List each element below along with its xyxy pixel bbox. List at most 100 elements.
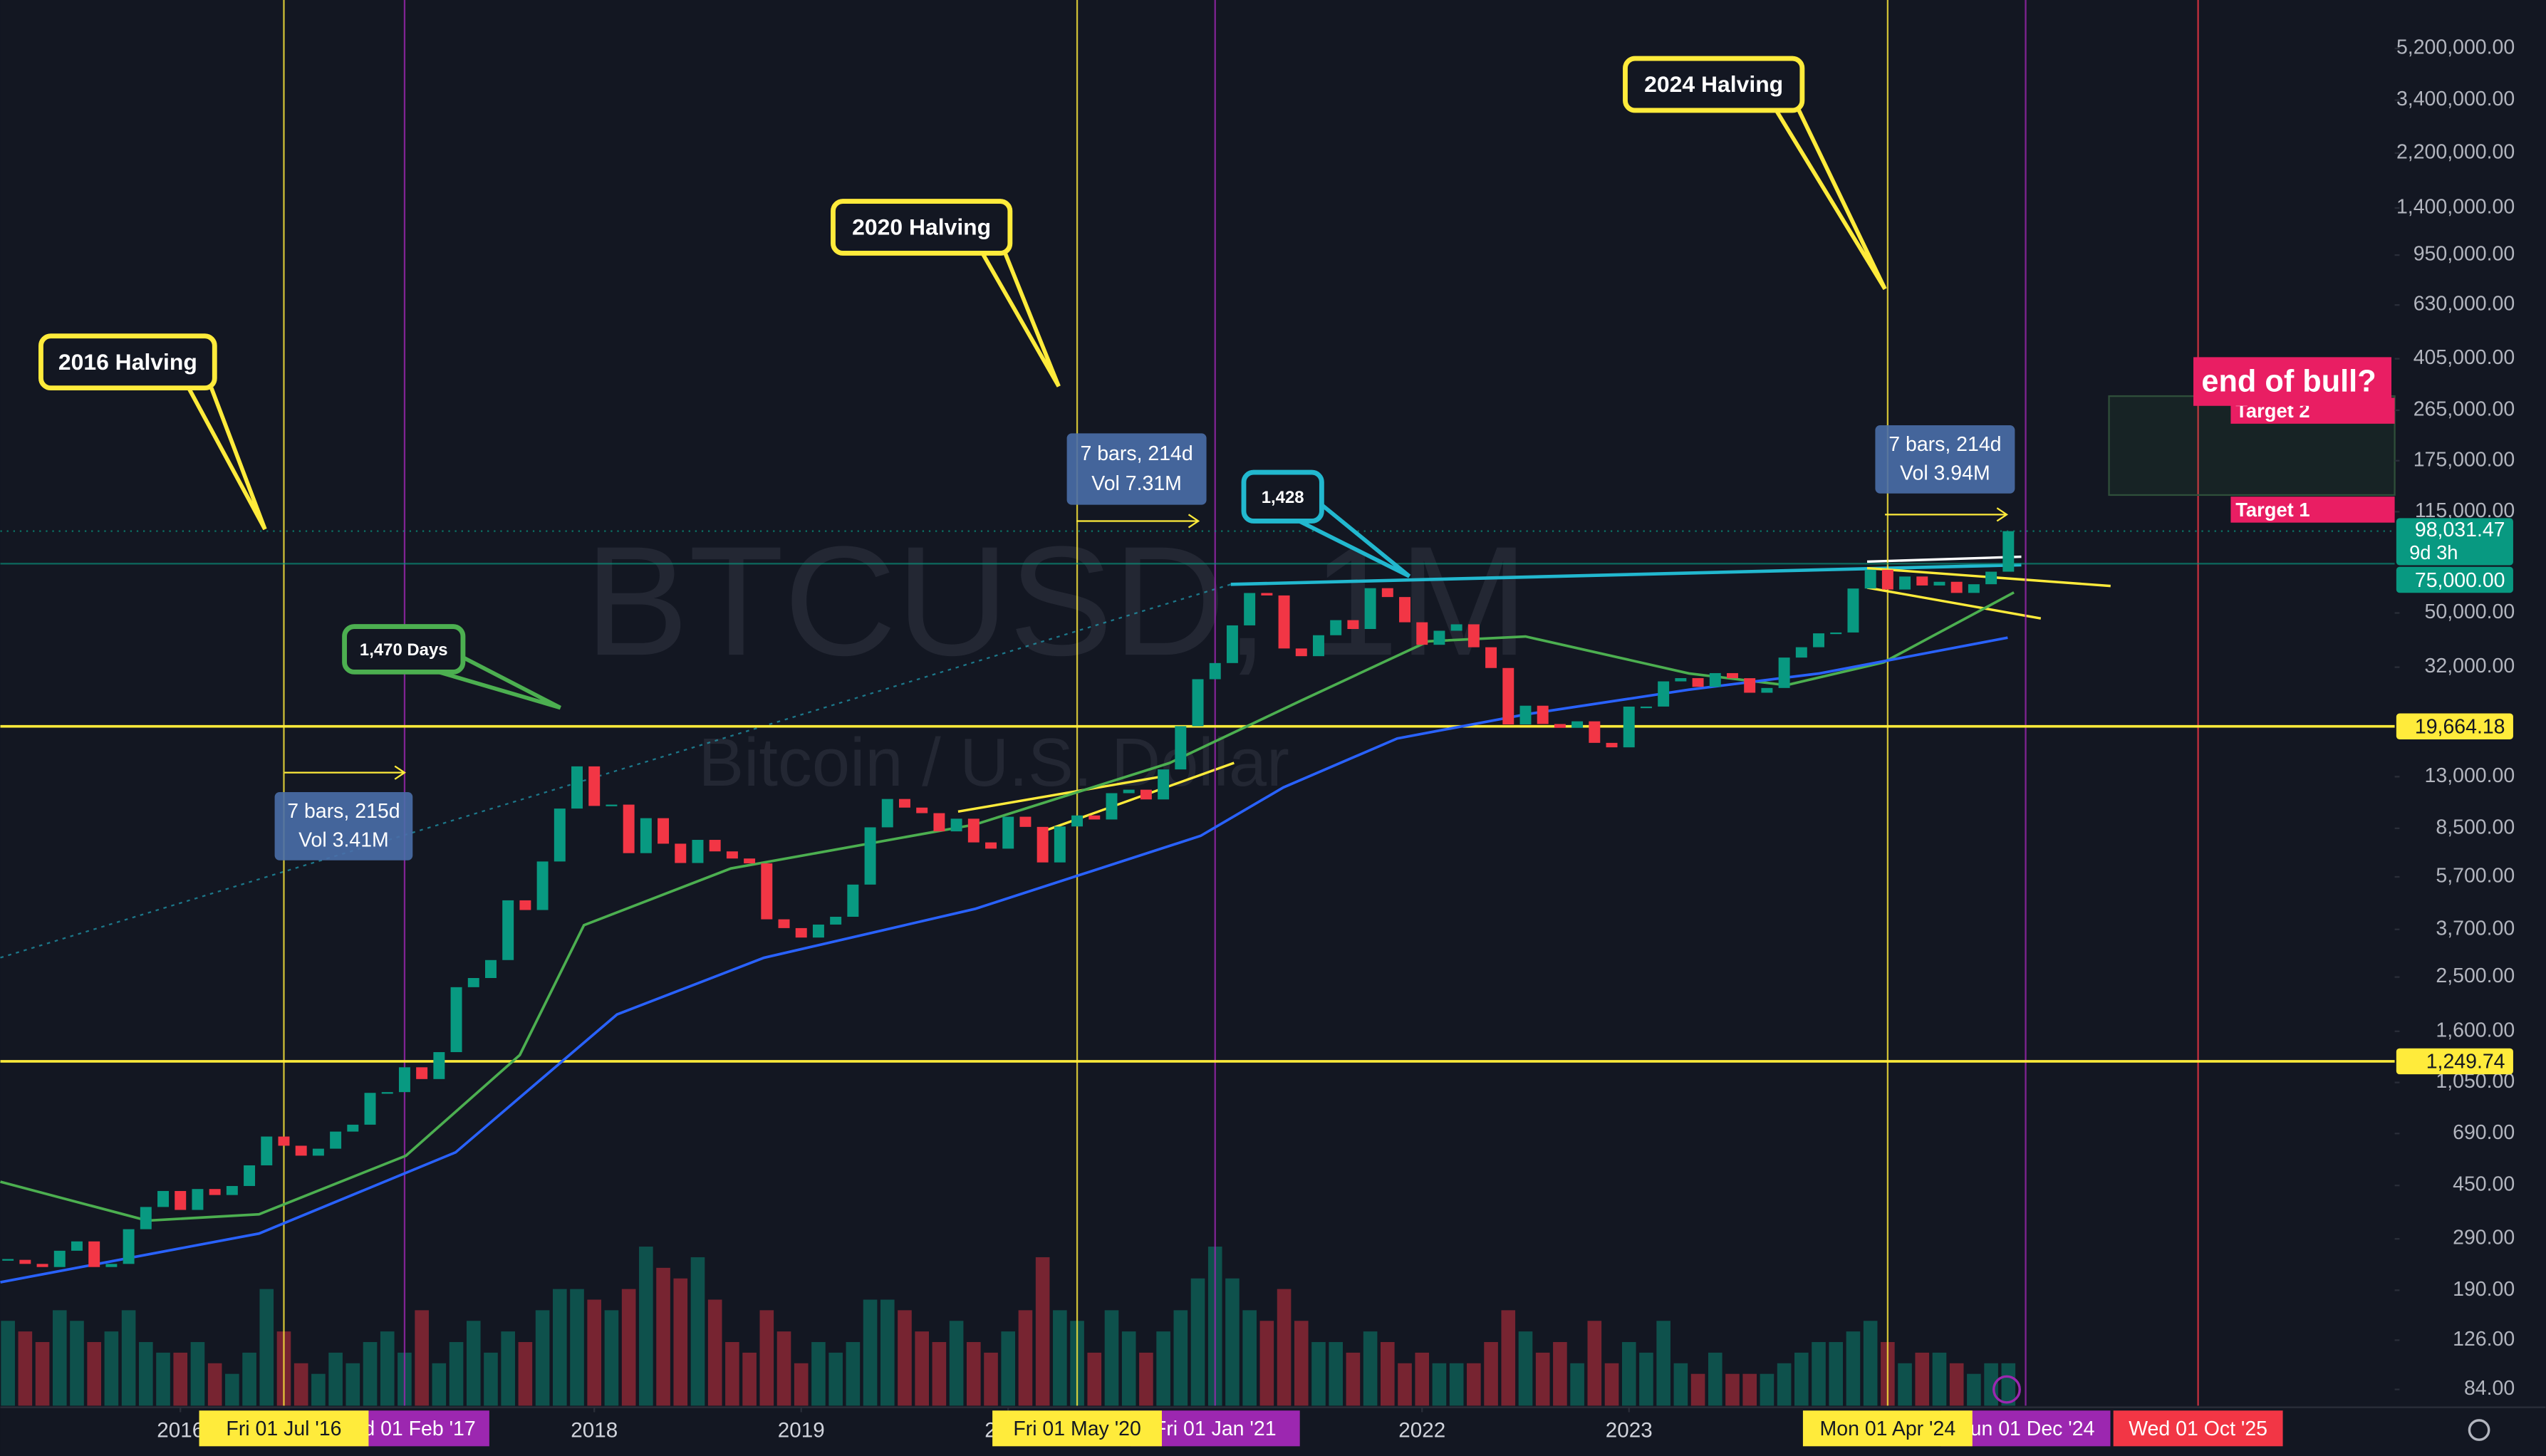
y-tick-label: 950,000.00: [2413, 243, 2515, 266]
candle: [1968, 584, 1980, 593]
candle: [1761, 687, 1773, 693]
candle: [1864, 569, 1876, 589]
volume-bar: [1535, 1352, 1550, 1406]
volume-bar: [1863, 1321, 1878, 1406]
candle: [1744, 678, 1756, 693]
price-label: 75,000.00: [2415, 569, 2505, 592]
y-tick-label: 5,700.00: [2436, 865, 2515, 888]
candle: [1589, 721, 1601, 743]
volume-bar: [725, 1342, 739, 1406]
volume-bar: [1259, 1321, 1274, 1406]
callout-text: 2020 Halving: [852, 214, 991, 240]
candle: [967, 818, 980, 843]
candle: [881, 799, 893, 828]
y-tick-label: 3,700.00: [2436, 917, 2515, 940]
candle: [761, 863, 773, 920]
volume-bar: [639, 1247, 653, 1406]
volume-bar: [863, 1299, 878, 1406]
candle: [1554, 724, 1566, 728]
candle: [675, 843, 687, 863]
candle: [398, 1067, 410, 1093]
event-label: Fri 01 May '20: [1013, 1418, 1140, 1440]
candle: [1347, 620, 1359, 630]
last-price-box: [2396, 518, 2513, 566]
candle: [847, 884, 859, 917]
candle: [1813, 633, 1825, 648]
candle: [1002, 816, 1014, 849]
candle: [778, 919, 790, 928]
volume-bar: [1587, 1321, 1602, 1406]
y-tick-label: 265,000.00: [2413, 397, 2515, 420]
volume-bar: [1708, 1352, 1723, 1406]
candle: [1036, 826, 1049, 863]
y-tick-label: 3,400,000.00: [2396, 88, 2515, 110]
candle: [1692, 677, 1704, 687]
candle: [1175, 726, 1187, 770]
volume-bar: [1725, 1373, 1740, 1406]
candle: [1519, 705, 1532, 725]
volume-bar: [1553, 1342, 1567, 1406]
candle: [364, 1093, 376, 1125]
volume-bar: [1242, 1310, 1257, 1406]
callout-box: [38, 333, 217, 391]
volume-bar: [1518, 1331, 1533, 1406]
candle: [1313, 635, 1324, 657]
callout-pointer: [437, 655, 561, 710]
target-note-box: [2193, 357, 2392, 406]
volume-bar: [1742, 1373, 1757, 1406]
callout-pointer: [1774, 109, 1887, 291]
candle: [1830, 632, 1842, 635]
y-tick-label: 13,000.00: [2425, 764, 2515, 787]
callout-text: 1,470 Days: [360, 640, 448, 660]
volume-bar: [432, 1363, 447, 1406]
event-label: Mon 01 Apr '24: [1820, 1418, 1956, 1440]
event-label-box: [1802, 1410, 1973, 1447]
candle: [1709, 672, 1721, 687]
event-label: Sun 01 Dec '24: [1957, 1418, 2095, 1440]
y-tick-label: 2,200,000.00: [2396, 140, 2515, 163]
candle: [1640, 706, 1652, 709]
volume-bar: [501, 1331, 515, 1406]
settings-icon[interactable]: [2468, 1419, 2490, 1441]
candle: [916, 807, 928, 813]
volume-bar: [87, 1342, 101, 1406]
callout-pointer: [1298, 503, 1411, 578]
y-tick-label: 84.00: [2464, 1377, 2515, 1400]
candle: [2002, 531, 2015, 572]
volume-bar: [1121, 1331, 1136, 1406]
volume-bar: [1277, 1289, 1292, 1406]
candle: [1381, 588, 1393, 598]
candle: [278, 1136, 290, 1146]
target-box: [2230, 496, 2395, 523]
trend-line: [957, 774, 1166, 813]
candle: [261, 1136, 273, 1165]
volume-bar: [139, 1342, 153, 1406]
y-tick-label: 1,600.00: [2436, 1019, 2515, 1041]
volume-bar: [1777, 1363, 1792, 1406]
volume-bar: [984, 1352, 998, 1406]
candle: [744, 858, 756, 864]
candle: [1399, 597, 1411, 623]
volume-bar: [553, 1289, 567, 1406]
volume-bar: [2001, 1363, 2016, 1406]
callout-pointer: [980, 252, 1061, 388]
volume-bar: [604, 1310, 619, 1406]
candle: [209, 1189, 221, 1195]
candle: [933, 813, 945, 832]
event-label: Fri 01 Jul '16: [226, 1418, 341, 1440]
candle: [1278, 595, 1290, 649]
event-label-box: [199, 1410, 369, 1447]
candle: [226, 1185, 238, 1195]
volume-bar: [1967, 1373, 1981, 1406]
candle: [1795, 647, 1807, 658]
volume-bar: [1501, 1310, 1516, 1406]
measure-volume: Vol 3.94M: [1900, 462, 1990, 484]
last-price-label: 98,031.47: [2415, 519, 2505, 541]
volume-bar: [587, 1299, 602, 1406]
volume-bar: [742, 1352, 757, 1406]
measure-arrowhead: [1996, 507, 2009, 522]
candle: [536, 861, 549, 910]
candle: [71, 1241, 83, 1251]
candle: [416, 1067, 428, 1079]
callout-box: [1623, 56, 1805, 113]
